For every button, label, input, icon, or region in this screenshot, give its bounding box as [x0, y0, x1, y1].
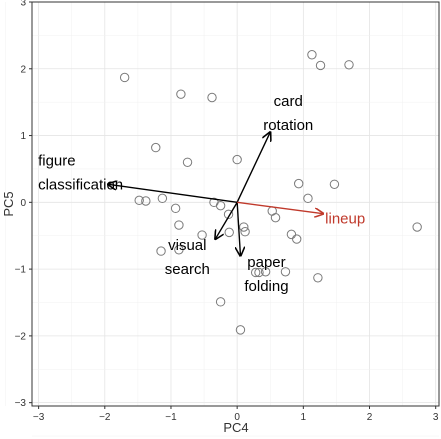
data-point — [232, 154, 242, 165]
arrow-label: visual — [168, 237, 206, 254]
data-point — [260, 267, 271, 277]
y-axis-ticks: −3 −2 −1 0 1 2 3 — [15, 0, 32, 409]
data-point — [182, 157, 193, 167]
data-points — [119, 50, 422, 335]
x-axis-ticks: −3 −2 −1 0 1 2 3 — [33, 406, 439, 423]
data-point — [215, 297, 226, 307]
loading-arrows: card rotation figure classification visual se… — [38, 93, 365, 295]
arrow-label: paper — [247, 254, 285, 271]
data-point — [151, 142, 161, 153]
loading-arrow — [236, 132, 270, 203]
data-point — [344, 60, 354, 70]
arrow-label: search — [165, 261, 210, 278]
y-tick-label: −2 — [15, 331, 27, 342]
x-tick-label: 2 — [367, 412, 373, 423]
data-point — [197, 230, 207, 240]
data-point — [156, 246, 166, 256]
x-tick-label: 1 — [301, 412, 307, 423]
loading-arrow — [237, 201, 323, 213]
x-tick-label: −1 — [165, 412, 177, 423]
arrow-label: figure — [38, 152, 76, 169]
data-point — [292, 234, 302, 244]
y-tick-label: 2 — [20, 64, 26, 75]
data-point — [215, 200, 226, 211]
x-tick-label: 3 — [433, 412, 439, 423]
data-point — [315, 60, 326, 71]
loading-arrow — [215, 201, 238, 239]
data-point — [207, 92, 217, 103]
data-point — [235, 325, 246, 335]
data-point — [270, 212, 281, 223]
data-point — [286, 229, 297, 240]
data-point — [412, 222, 422, 232]
y-axis-title: PC5 — [1, 191, 16, 216]
data-point — [224, 227, 234, 238]
y-tick-label: 1 — [20, 131, 26, 142]
data-point — [141, 196, 151, 206]
panel-border — [31, 1, 440, 407]
data-point — [174, 220, 184, 230]
y-tick-label: 0 — [20, 198, 26, 209]
data-point — [174, 245, 184, 255]
data-point — [134, 195, 144, 206]
x-tick-label: −3 — [33, 412, 45, 423]
data-point — [119, 72, 130, 83]
data-point — [307, 50, 317, 60]
data-point — [176, 89, 186, 99]
loading-arrow — [108, 184, 238, 204]
data-point — [303, 193, 313, 204]
arrow-label: folding — [244, 278, 288, 295]
arrow-label: rotation — [263, 117, 313, 134]
x-axis-title: PC4 — [223, 420, 248, 435]
data-point — [240, 227, 250, 237]
data-point — [239, 222, 249, 232]
loading-arrow — [237, 202, 240, 255]
data-point — [313, 273, 323, 283]
arrow-label: classification — [38, 176, 123, 193]
data-point — [170, 203, 181, 214]
data-point — [250, 267, 261, 278]
y-tick-label: −1 — [15, 265, 27, 276]
arrow-label: card — [274, 93, 303, 110]
data-point — [254, 267, 264, 278]
data-point — [223, 209, 234, 220]
data-point — [280, 267, 291, 277]
arrow-label: lineup — [325, 211, 365, 228]
y-tick-label: −3 — [15, 398, 27, 409]
data-point — [294, 178, 304, 189]
y-tick-label: 3 — [20, 0, 26, 9]
x-tick-label: 0 — [234, 412, 240, 423]
x-tick-label: −2 — [99, 412, 111, 423]
data-point — [157, 193, 168, 204]
data-point — [329, 179, 340, 190]
